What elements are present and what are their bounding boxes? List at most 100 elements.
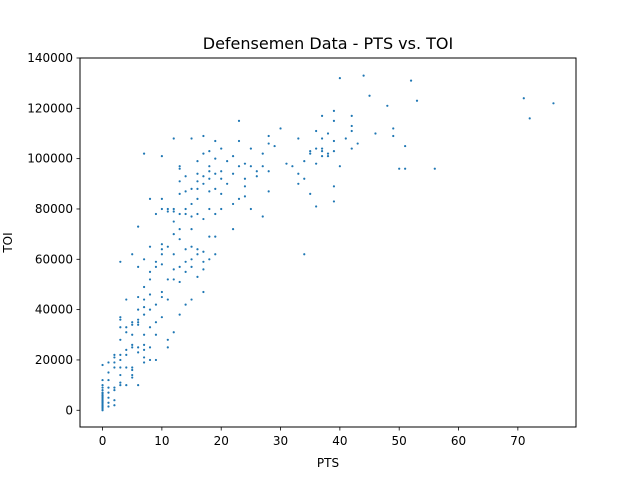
data-point <box>137 384 140 387</box>
data-point <box>142 152 146 155</box>
data-point <box>332 150 336 153</box>
data-point <box>190 258 193 261</box>
data-point <box>261 215 264 218</box>
data-point <box>119 384 122 387</box>
data-point <box>350 114 353 117</box>
x-tick-label: 0 <box>99 434 107 448</box>
data-point <box>249 165 252 168</box>
data-point <box>338 165 341 168</box>
data-point <box>172 137 175 140</box>
data-point <box>142 333 146 336</box>
data-point <box>415 99 419 102</box>
data-point <box>196 253 199 256</box>
data-point <box>107 396 110 399</box>
data-point <box>196 160 199 163</box>
data-point <box>202 152 205 155</box>
data-point <box>154 303 158 306</box>
data-point <box>131 323 134 326</box>
data-point <box>344 137 347 140</box>
data-point <box>202 182 205 185</box>
data-point <box>131 373 134 377</box>
data-point <box>119 353 122 357</box>
data-point <box>332 119 336 122</box>
data-point <box>154 265 158 268</box>
data-point <box>208 177 211 180</box>
data-point <box>160 295 163 299</box>
data-point <box>315 129 318 133</box>
data-point <box>202 217 205 221</box>
data-point <box>249 207 252 211</box>
data-point <box>154 333 158 336</box>
data-point <box>160 197 163 201</box>
data-point <box>101 384 104 387</box>
data-point <box>196 180 199 183</box>
data-point <box>220 147 223 150</box>
data-point <box>202 260 205 263</box>
x-tick-label: 60 <box>451 434 466 448</box>
data-point <box>315 147 318 150</box>
data-point <box>190 245 193 248</box>
data-point <box>196 212 199 216</box>
x-tick-label: 40 <box>332 434 347 448</box>
data-point <box>237 165 241 168</box>
data-point <box>178 167 181 170</box>
chart-title: Defensemen Data - PTS vs. TOI <box>203 34 454 53</box>
data-point <box>214 253 217 256</box>
data-point <box>119 358 122 362</box>
data-point <box>142 306 146 309</box>
data-point <box>142 285 146 289</box>
y-tick-label: 100000 <box>27 152 73 166</box>
data-point <box>107 361 110 364</box>
data-point <box>214 157 217 160</box>
data-point <box>154 260 158 263</box>
data-point <box>119 260 122 263</box>
data-point <box>172 331 175 334</box>
data-point <box>166 346 169 349</box>
data-point <box>522 97 525 100</box>
data-point <box>178 192 181 195</box>
data-point <box>220 192 223 195</box>
data-point <box>172 220 175 223</box>
data-point <box>433 167 436 170</box>
data-point <box>178 165 181 168</box>
data-point <box>368 94 371 97</box>
x-axis-label: PTS <box>317 456 339 470</box>
data-point <box>208 165 211 168</box>
data-point <box>184 270 187 273</box>
data-point <box>148 270 152 273</box>
data-point <box>190 187 193 190</box>
data-point <box>107 378 110 382</box>
data-point <box>398 167 401 170</box>
data-point <box>113 386 116 389</box>
data-point <box>243 195 247 198</box>
data-point <box>196 275 199 279</box>
data-point <box>243 162 247 165</box>
data-point <box>196 197 199 201</box>
data-point <box>267 170 270 173</box>
data-point <box>320 147 324 150</box>
data-point <box>303 160 306 163</box>
data-point <box>154 321 158 324</box>
data-point <box>113 399 116 402</box>
data-point <box>315 162 318 165</box>
data-point <box>137 265 140 268</box>
data-point <box>231 228 235 231</box>
data-point <box>552 102 555 105</box>
data-point <box>320 150 324 153</box>
data-point <box>208 190 211 193</box>
data-point <box>142 343 146 346</box>
data-point <box>220 207 223 211</box>
data-point <box>166 210 169 213</box>
data-point <box>231 202 235 206</box>
data-point <box>137 323 140 326</box>
x-tick-label: 10 <box>154 434 169 448</box>
data-point <box>178 265 181 268</box>
data-point <box>214 187 217 190</box>
data-point <box>142 258 146 261</box>
data-point <box>160 263 163 266</box>
data-points <box>101 74 555 412</box>
data-point <box>226 160 229 163</box>
data-point <box>160 248 163 251</box>
data-point <box>326 155 330 158</box>
data-point <box>107 371 110 374</box>
